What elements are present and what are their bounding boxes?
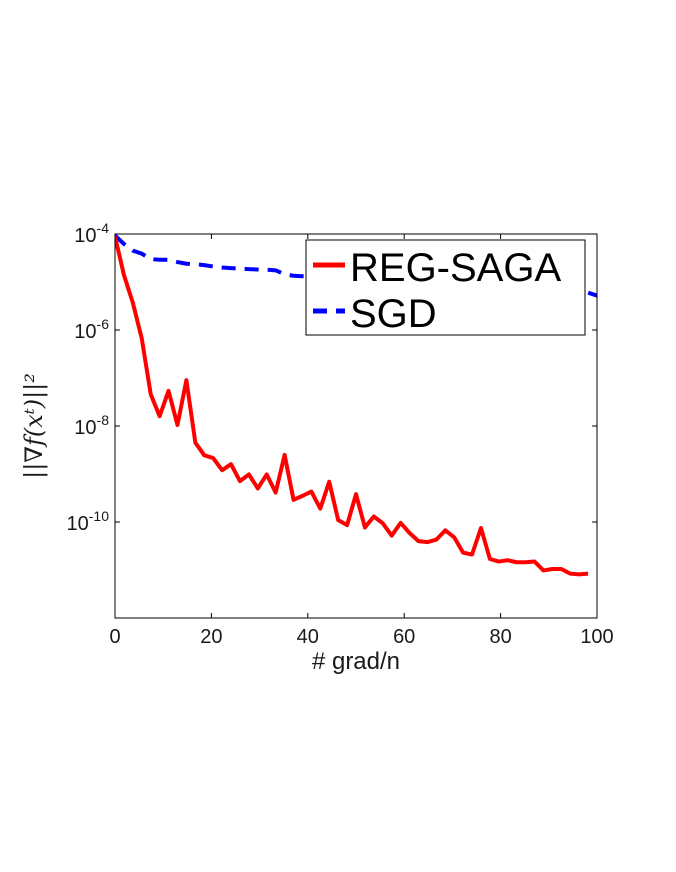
y-tick-label: 10-6 xyxy=(74,316,109,343)
legend: REG-SAGA SGD xyxy=(305,239,586,336)
x-tick-label: 40 xyxy=(297,626,319,648)
y-axis-label: ||∇f(xᵗ)||² xyxy=(20,373,49,479)
x-axis-label: # grad/n xyxy=(312,648,400,675)
legend-label-reg-saga: REG-SAGA xyxy=(350,246,561,290)
legend-label-sgd: SGD xyxy=(350,292,437,336)
legend-box xyxy=(305,239,586,336)
ticks-layer: 0 20 40 60 80 100 10-4 10-6 10-8 10-10 xyxy=(67,220,614,648)
x-tick-label: 60 xyxy=(393,626,415,648)
y-tick-label: 10-8 xyxy=(74,412,109,439)
x-tick-label: 0 xyxy=(109,626,120,648)
x-tick-label: 20 xyxy=(200,626,222,648)
x-tick-label: 100 xyxy=(580,626,613,648)
y-tick-label: 10-10 xyxy=(67,508,110,535)
series-line-reg-saga xyxy=(115,235,589,577)
y-tick-label: 10-4 xyxy=(74,220,109,247)
x-tick-label: 80 xyxy=(489,626,511,648)
series-layer xyxy=(115,234,597,577)
